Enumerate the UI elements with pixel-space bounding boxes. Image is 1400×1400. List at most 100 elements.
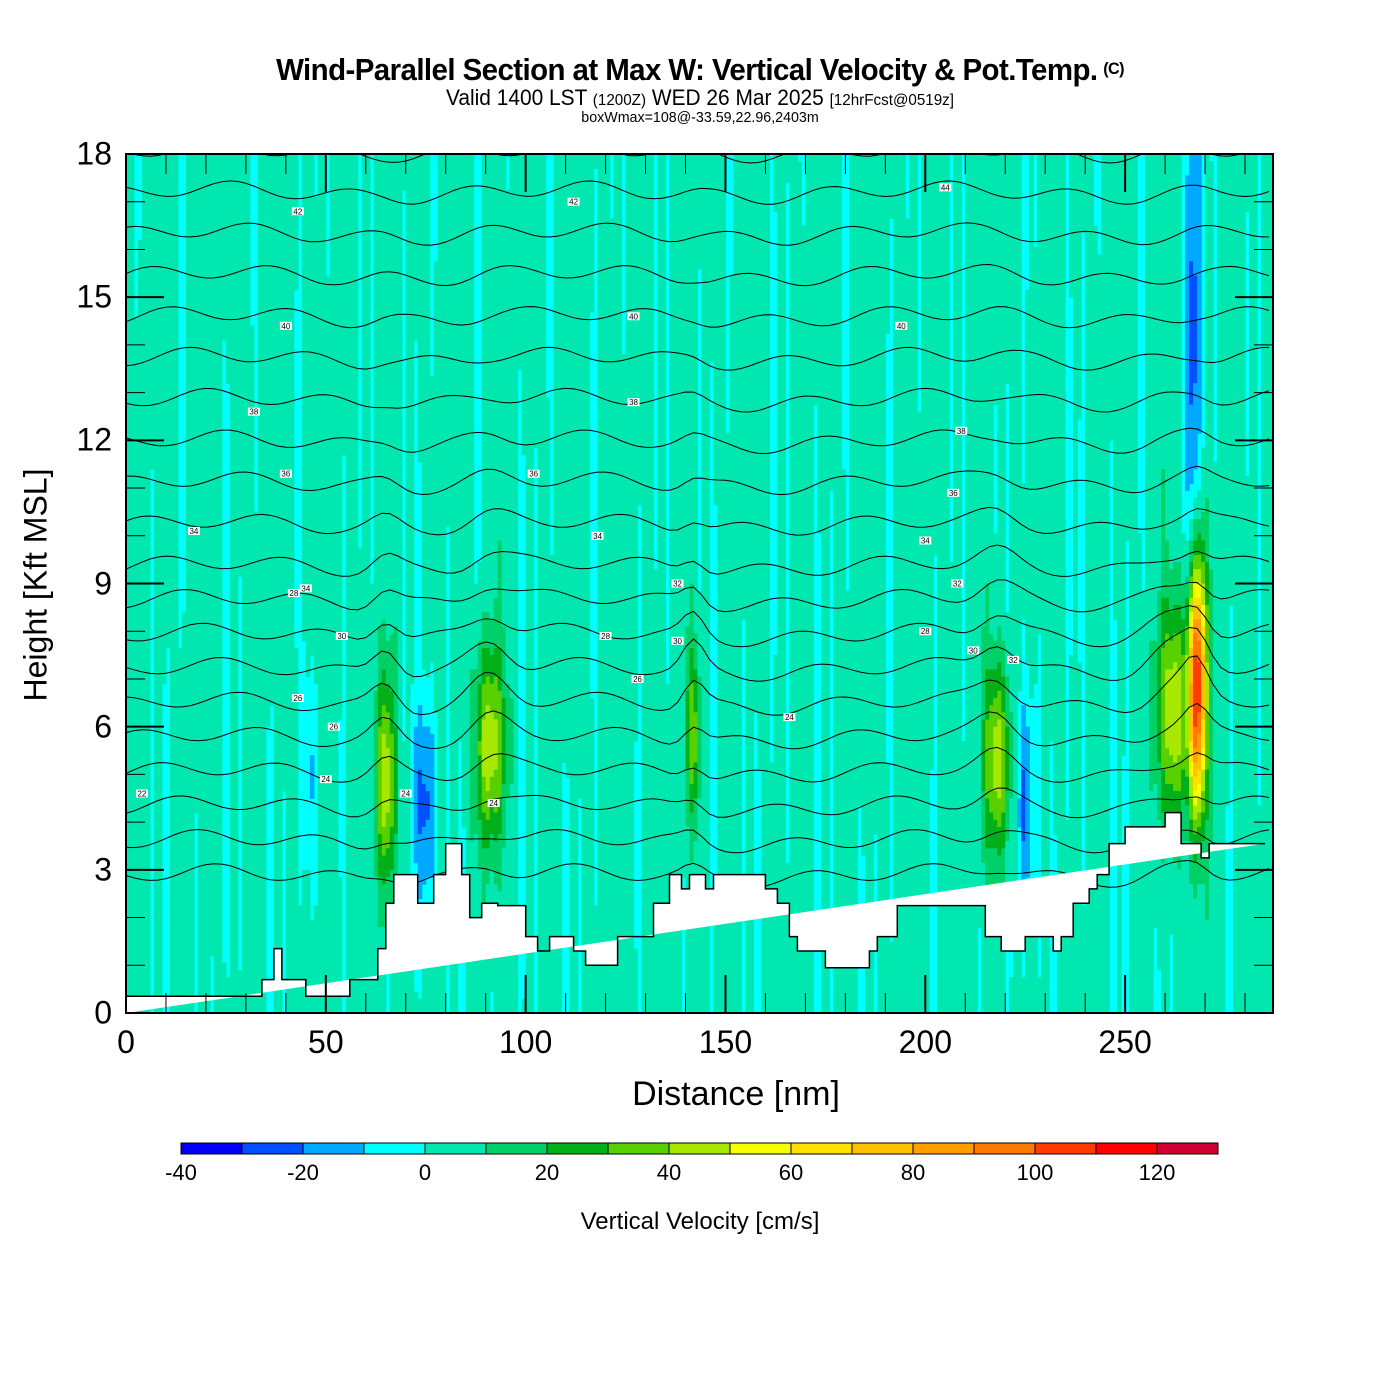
colorbar-segment: [668, 1142, 731, 1155]
colorbar-segment: [1156, 1142, 1219, 1155]
w-cell: [1197, 619, 1202, 642]
w-cell: [1005, 791, 1010, 842]
w-cell: [757, 154, 763, 771]
w-cell: [1193, 655, 1198, 728]
w-cell: [285, 154, 291, 1013]
w-cell: [1205, 604, 1210, 663]
w-cell: [497, 540, 503, 649]
colorbar-tick-label: -40: [165, 1160, 197, 1185]
w-cell: [405, 154, 411, 1013]
w-cell: [541, 154, 547, 1013]
svg-text:26: 26: [633, 675, 642, 684]
w-cell: [785, 154, 791, 184]
w-cell: [885, 762, 890, 1013]
w-cell: [421, 934, 427, 1013]
w-cell: [633, 948, 639, 1013]
w-cell: [493, 719, 499, 771]
w-cell: [413, 991, 419, 1013]
w-cell: [341, 154, 347, 456]
w-cell: [1169, 154, 1174, 570]
w-cell: [1197, 583, 1202, 599]
w-cell: [1193, 762, 1198, 778]
w-cell: [589, 698, 595, 1013]
contour-label: 44: [939, 183, 952, 192]
w-cell: [1201, 604, 1206, 628]
w-cell: [665, 683, 671, 1013]
w-cell: [889, 154, 894, 220]
w-cell: [825, 154, 830, 1013]
svg-text:34: 34: [921, 537, 930, 546]
theta-contour-23: [126, 828, 1270, 854]
w-cell: [213, 154, 219, 1013]
w-cell: [1165, 540, 1170, 599]
w-cell: [1201, 791, 1206, 814]
w-cell: [797, 161, 803, 1013]
w-cell: [481, 647, 487, 685]
w-cell: [1157, 762, 1162, 821]
w-cell: [645, 154, 651, 1013]
w-cell: [381, 826, 387, 857]
svg-text:26: 26: [293, 694, 302, 703]
w-cell: [1177, 791, 1182, 821]
w-cell: [1133, 154, 1138, 1013]
w-cell: [1201, 884, 1206, 1013]
w-cell: [1189, 740, 1194, 764]
w-cell: [377, 683, 383, 728]
w-cell: [477, 755, 483, 821]
colorbar-segment: [180, 1142, 243, 1155]
svg-text:26: 26: [329, 723, 338, 732]
w-cell: [225, 977, 231, 1013]
w-cell: [481, 683, 487, 721]
w-cell: [1181, 798, 1186, 842]
w-cell: [257, 154, 263, 1013]
w-cell: [1173, 662, 1178, 764]
w-cell: [417, 998, 423, 1013]
w-cell: [277, 154, 283, 1013]
svg-text:34: 34: [301, 584, 310, 593]
w-cell: [1197, 769, 1202, 785]
w-cell: [845, 590, 850, 1013]
y-tick-label: 18: [76, 135, 112, 172]
w-cell: [1021, 977, 1026, 1013]
w-cell: [489, 776, 495, 807]
w-cell: [313, 196, 319, 685]
w-cell: [1021, 841, 1026, 900]
colorbar-segment: [424, 1142, 487, 1155]
w-cell: [553, 154, 559, 1013]
w-cell: [509, 698, 515, 785]
w-cell: [1141, 590, 1146, 1013]
w-cell: [1201, 719, 1206, 749]
w-cell: [1189, 762, 1194, 778]
w-cell: [433, 261, 439, 713]
w-cell: [1205, 769, 1210, 821]
w-cell: [697, 590, 703, 678]
colorbar-segment: [851, 1142, 914, 1155]
w-cell: [1001, 640, 1006, 678]
w-cell: [1009, 977, 1014, 1013]
w-cell: [1185, 597, 1190, 628]
w-cell: [1205, 712, 1210, 771]
w-cell: [689, 647, 695, 685]
w-cell: [377, 154, 383, 628]
theta-contour-34: [126, 427, 1270, 455]
w-cell: [693, 798, 699, 842]
w-cell: [721, 154, 727, 1013]
theta-contour-38: [126, 263, 1270, 287]
theta-contour-28: [126, 626, 1270, 682]
theta-contour-39: [126, 222, 1269, 246]
w-cell: [373, 690, 379, 878]
w-cell: [997, 855, 1002, 900]
w-cell: [1201, 841, 1206, 885]
w-cell: [365, 154, 371, 1013]
w-cell: [481, 848, 487, 914]
w-cell: [733, 154, 739, 1013]
w-cell: [317, 154, 323, 1013]
w-cell: [981, 154, 986, 628]
y-tick-label: 9: [94, 565, 112, 601]
w-cell: [1089, 154, 1094, 1013]
w-cell: [685, 626, 691, 692]
w-cell: [445, 154, 451, 527]
w-cell: [981, 862, 986, 1013]
w-cell: [977, 154, 982, 928]
w-cell: [1081, 154, 1086, 234]
